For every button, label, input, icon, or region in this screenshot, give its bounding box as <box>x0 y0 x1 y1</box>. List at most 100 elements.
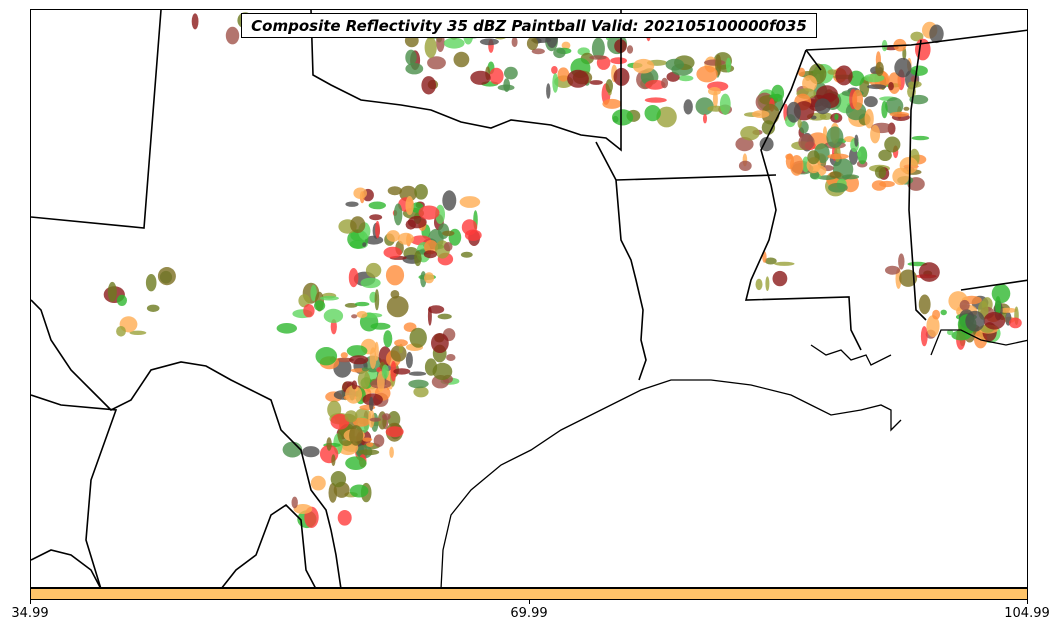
reflectivity-blob <box>442 190 457 211</box>
reflectivity-blob <box>802 75 818 92</box>
reflectivity-blob <box>374 289 380 311</box>
reflectivity-blob <box>772 270 788 287</box>
state-boundaries <box>31 10 1027 587</box>
reflectivity-blob <box>319 295 339 301</box>
reflectivity-blob <box>428 305 445 314</box>
reflectivity-blob <box>991 283 1011 304</box>
reflectivity-blob <box>816 85 838 103</box>
colorbar <box>30 588 1028 600</box>
louisiana-marsh <box>810 344 892 366</box>
reflectivity-blob <box>857 150 862 158</box>
reflectivity-blob <box>829 171 842 179</box>
reflectivity-blob <box>424 272 435 284</box>
reflectivity-blob <box>759 137 774 152</box>
reflectivity-blob <box>345 201 359 207</box>
reflectivity-blob <box>864 108 874 129</box>
red-river-boundary <box>310 10 622 152</box>
reflectivity-blob <box>889 111 910 117</box>
reflectivity-blob <box>695 97 714 115</box>
reflectivity-blob <box>531 48 545 55</box>
reflectivity-blob <box>470 70 491 85</box>
reflectivity-blob <box>557 67 570 82</box>
reflectivity-blob <box>408 379 429 389</box>
reflectivity-blob <box>903 106 910 111</box>
reflectivity-blob <box>854 134 859 147</box>
reflectivity-blob <box>761 120 776 135</box>
reflectivity-blob <box>798 134 815 151</box>
reflectivity-blob <box>393 203 403 226</box>
reflectivity-blob <box>413 386 429 398</box>
reflectivity-blob <box>755 278 763 291</box>
reflectivity-blob <box>602 98 622 109</box>
reflectivity-blob <box>965 310 985 332</box>
reflectivity-blob <box>848 147 859 165</box>
reflectivity-blob <box>738 160 752 171</box>
reflectivity-blob <box>828 182 848 193</box>
reflectivity-blob <box>357 370 371 390</box>
reflectivity-blob <box>645 79 666 90</box>
reflectivity-blob <box>446 354 456 361</box>
reflectivity-blob <box>864 96 878 108</box>
reflectivity-blob <box>393 368 411 375</box>
reflectivity-blob <box>926 315 940 338</box>
reflectivity-blob <box>826 126 844 148</box>
reflectivity-blob <box>351 380 358 390</box>
reflectivity-blob <box>405 196 414 215</box>
mexico-boundary <box>31 394 118 587</box>
reflectivity-blob <box>386 295 409 318</box>
reflectivity-blob <box>407 215 427 229</box>
reflectivity-blob <box>369 214 383 221</box>
reflectivity-blob <box>504 66 518 80</box>
reflectivity-blob <box>389 446 394 458</box>
reflectivity-blob <box>370 322 391 330</box>
reflectivity-blob <box>323 308 344 323</box>
reflectivity-blob <box>899 269 918 287</box>
reflectivity-blob <box>331 454 336 467</box>
reflectivity-blob <box>665 58 684 71</box>
reflectivity-blob <box>725 57 732 73</box>
mobile-bay <box>930 329 1027 356</box>
reflectivity-blob <box>424 36 437 58</box>
reflectivity-blob <box>605 79 613 93</box>
reflectivity-blob <box>418 205 440 220</box>
reflectivity-blob <box>884 136 901 153</box>
reflectivity-blob <box>432 362 453 380</box>
reflectivity-blob <box>386 230 400 242</box>
reflectivity-blob <box>591 37 605 60</box>
reflectivity-blob <box>911 135 930 141</box>
reflectivity-blob <box>397 232 414 245</box>
reflectivity-blob <box>683 99 693 115</box>
reflectivity-blob <box>427 56 446 70</box>
mississippi-boundary <box>744 49 862 351</box>
colorbar-tick-label-max: 104.99 <box>1004 606 1050 621</box>
chihuahua-boundary <box>31 549 101 587</box>
reflectivity-blob <box>852 89 863 111</box>
reflectivity-blob <box>932 309 941 320</box>
reflectivity-blob <box>443 37 465 49</box>
reflectivity-blob <box>423 250 437 259</box>
reflectivity-blob <box>350 216 366 234</box>
reflectivity-blob <box>310 284 317 302</box>
gulf-coastline <box>440 329 1027 587</box>
reflectivity-blob <box>940 309 947 316</box>
reflectivity-blob <box>704 59 726 66</box>
reflectivity-blob <box>421 76 437 95</box>
reflectivity-blob <box>835 65 853 86</box>
reflectivity-blob <box>414 184 428 200</box>
reflectivity-blob <box>708 87 721 96</box>
reflectivity-blob <box>920 326 928 347</box>
reflectivity-blob <box>373 434 385 448</box>
reflectivity-blob <box>769 94 783 99</box>
reflectivity-blob <box>553 47 566 59</box>
reflectivity-blob <box>337 510 352 526</box>
rio-grande-boundary <box>31 299 342 587</box>
reflectivity-blob <box>344 303 358 308</box>
reflectivity-blob <box>888 82 894 91</box>
reflectivity-blob <box>191 13 199 30</box>
reflectivity-blob <box>381 364 389 379</box>
reflectivity-blob <box>369 396 374 411</box>
reflectivity-blob <box>881 100 888 119</box>
reflectivity-blob <box>354 301 370 307</box>
reflectivity-blob <box>314 300 326 311</box>
reflectivity-blob <box>719 93 731 116</box>
